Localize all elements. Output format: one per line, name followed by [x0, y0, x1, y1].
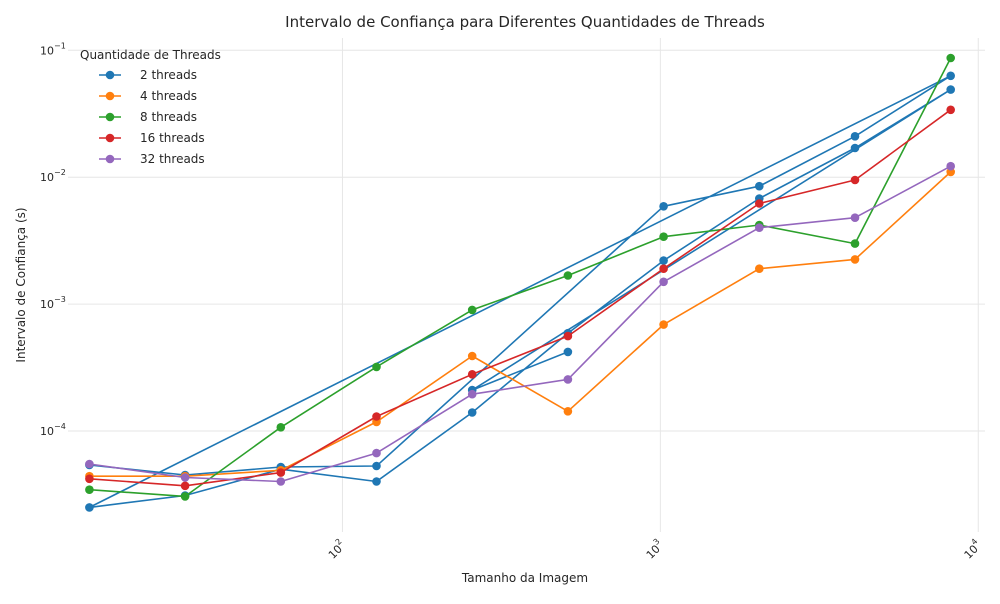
- data-point: [850, 143, 860, 153]
- data-point: [563, 271, 573, 280]
- data-point: [467, 351, 477, 361]
- data-point: [85, 503, 94, 512]
- data-point: [946, 71, 955, 81]
- legend-marker: [105, 154, 115, 164]
- legend-item: 4 threads: [99, 89, 197, 103]
- chart-title: Intervalo de Confiança para Diferentes Q…: [285, 13, 765, 31]
- legend-item: 8 threads: [99, 110, 197, 124]
- series-32-threads: [85, 161, 955, 486]
- data-point: [180, 492, 190, 501]
- data-point: [467, 389, 477, 399]
- legend-item: 32 threads: [99, 152, 205, 166]
- data-point: [372, 477, 381, 486]
- data-point: [372, 362, 381, 372]
- data-point: [276, 423, 286, 432]
- data-point: [180, 473, 190, 482]
- legend: Quantidade de Threads 2 threads 4 threads…: [80, 48, 221, 166]
- data-point: [372, 448, 381, 458]
- data-point: [946, 53, 955, 63]
- data-point: [755, 223, 764, 232]
- legend-item: 16 threads: [99, 131, 205, 145]
- legend-label: 16 threads: [140, 131, 205, 145]
- y-tick-label: 10−2: [40, 168, 66, 184]
- data-point: [563, 375, 573, 384]
- data-point: [276, 468, 286, 477]
- data-point: [467, 370, 477, 379]
- legend-label: 32 threads: [140, 152, 205, 166]
- legend-marker: [105, 112, 115, 122]
- data-point: [850, 132, 860, 141]
- data-point: [755, 181, 764, 191]
- legend-item: 2 threads: [99, 68, 197, 82]
- data-point: [467, 408, 477, 417]
- data-point: [372, 412, 381, 421]
- data-point: [659, 202, 668, 211]
- data-point: [850, 239, 860, 248]
- data-point: [755, 264, 764, 274]
- plot-area: [68, 38, 985, 532]
- data-point: [946, 105, 955, 115]
- series-line: [89, 171, 952, 477]
- data-point: [755, 199, 764, 208]
- y-axis-label: Intervalo de Confiança (s): [14, 207, 28, 362]
- data-point: [180, 481, 190, 491]
- data-point: [659, 256, 668, 265]
- data-point: [659, 264, 668, 274]
- data-point: [563, 407, 573, 416]
- legend-label: 8 threads: [140, 110, 197, 124]
- data-point: [563, 331, 573, 341]
- data-point: [372, 461, 381, 471]
- data-point: [467, 305, 477, 315]
- data-point: [563, 347, 573, 357]
- legend-marker: [105, 133, 115, 143]
- series-line: [89, 57, 952, 498]
- legend-marker: [105, 91, 115, 101]
- y-tick-label: 10−1: [40, 41, 66, 57]
- legend-marker: [105, 70, 115, 80]
- data-point: [659, 320, 668, 329]
- x-axis-label: Tamanho da Imagem: [461, 571, 588, 585]
- data-point: [85, 485, 94, 495]
- data-point: [946, 161, 955, 171]
- data-point: [850, 175, 860, 185]
- series-8-threads: [85, 53, 955, 501]
- data-point: [276, 477, 286, 486]
- data-point: [659, 277, 668, 287]
- data-point: [659, 232, 668, 241]
- legend-title: Quantidade de Threads: [80, 48, 221, 62]
- data-point: [85, 474, 94, 484]
- legend-label: 2 threads: [140, 68, 197, 82]
- y-tick-label: 10−4: [40, 422, 66, 438]
- data-point: [946, 85, 955, 94]
- data-point: [850, 255, 860, 264]
- data-point: [850, 213, 860, 222]
- y-tick-label: 10−3: [40, 295, 66, 311]
- legend-label: 4 threads: [140, 89, 197, 103]
- series-line: [89, 165, 952, 483]
- data-point: [85, 459, 94, 469]
